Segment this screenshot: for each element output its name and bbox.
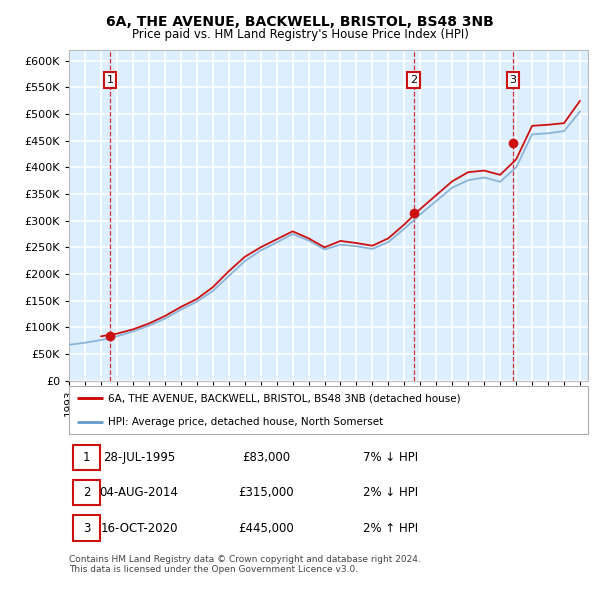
Text: 6A, THE AVENUE, BACKWELL, BRISTOL, BS48 3NB: 6A, THE AVENUE, BACKWELL, BRISTOL, BS48 … — [106, 15, 494, 29]
Text: 16-OCT-2020: 16-OCT-2020 — [100, 522, 178, 535]
Text: 28-JUL-1995: 28-JUL-1995 — [103, 451, 175, 464]
Text: 3: 3 — [83, 522, 91, 535]
Text: 3: 3 — [509, 75, 516, 85]
Text: Price paid vs. HM Land Registry's House Price Index (HPI): Price paid vs. HM Land Registry's House … — [131, 28, 469, 41]
Bar — [73, 515, 100, 541]
Text: 1: 1 — [107, 75, 114, 85]
Text: Contains HM Land Registry data © Crown copyright and database right 2024.: Contains HM Land Registry data © Crown c… — [69, 555, 421, 563]
Text: 04-AUG-2014: 04-AUG-2014 — [100, 486, 179, 499]
Bar — [73, 444, 100, 470]
Text: 1: 1 — [83, 451, 91, 464]
Text: 2: 2 — [410, 75, 417, 85]
Text: 6A, THE AVENUE, BACKWELL, BRISTOL, BS48 3NB (detached house): 6A, THE AVENUE, BACKWELL, BRISTOL, BS48 … — [108, 394, 461, 403]
Bar — [73, 480, 100, 506]
Text: This data is licensed under the Open Government Licence v3.0.: This data is licensed under the Open Gov… — [69, 565, 358, 574]
Text: 2: 2 — [83, 486, 91, 499]
Text: £445,000: £445,000 — [238, 522, 294, 535]
Text: 2% ↓ HPI: 2% ↓ HPI — [363, 486, 418, 499]
Text: 2% ↑ HPI: 2% ↑ HPI — [363, 522, 418, 535]
Text: 7% ↓ HPI: 7% ↓ HPI — [363, 451, 418, 464]
Text: HPI: Average price, detached house, North Somerset: HPI: Average price, detached house, Nort… — [108, 417, 383, 427]
Text: £83,000: £83,000 — [242, 451, 290, 464]
Text: £315,000: £315,000 — [238, 486, 294, 499]
